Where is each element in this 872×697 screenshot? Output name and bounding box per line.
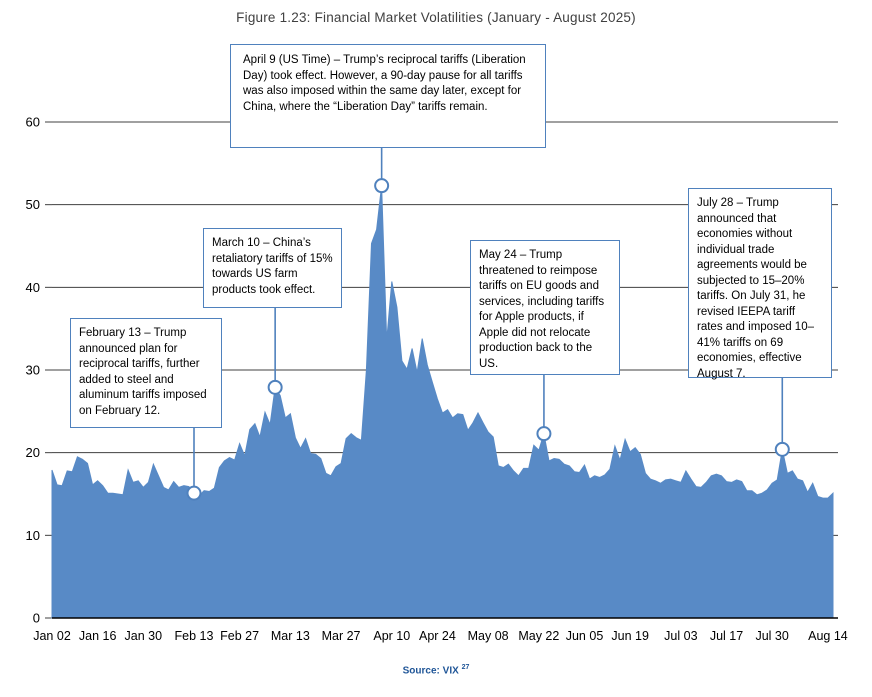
source-caption: Source: VIX 27 bbox=[0, 664, 872, 676]
x-tick-label-Mar-13: Mar 13 bbox=[271, 629, 310, 643]
annotation-callout-feb13: February 13 – Trump announced plan for r… bbox=[70, 318, 222, 428]
x-tick-label-Feb-27: Feb 27 bbox=[220, 629, 259, 643]
y-tick-label-60: 60 bbox=[26, 115, 40, 130]
y-tick-label-10: 10 bbox=[26, 528, 40, 543]
y-tick-label-50: 50 bbox=[26, 197, 40, 212]
x-tick-label-May-08: May 08 bbox=[468, 629, 509, 643]
y-tick-label-0: 0 bbox=[33, 611, 40, 626]
x-tick-label-Jul-17: Jul 17 bbox=[710, 629, 743, 643]
x-tick-label-Mar-27: Mar 27 bbox=[322, 629, 361, 643]
x-tick-label-Jun-19: Jun 19 bbox=[611, 629, 649, 643]
y-tick-label-20: 20 bbox=[26, 445, 40, 460]
x-tick-label-Jul-30: Jul 30 bbox=[755, 629, 788, 643]
annotation-callout-may24: May 24 – Trump threatened to reimpose ta… bbox=[470, 240, 620, 375]
vix-area-series bbox=[51, 185, 834, 619]
annotation-callout-jul28: July 28 – Trump announced that economies… bbox=[688, 188, 832, 380]
annotation-text-apr09: April 9 (US Time) – Trump’s reciprocal t… bbox=[243, 54, 526, 113]
annotation-marker-mar10 bbox=[267, 379, 283, 395]
annotation-text-may24: May 24 – Trump threatened to reimpose ta… bbox=[479, 249, 605, 370]
x-tick-label-Jan-02: Jan 02 bbox=[33, 629, 71, 643]
source-footnote-ref: 27 bbox=[461, 664, 470, 671]
annotation-callout-mar10: March 10 – China’s retaliatory tariffs o… bbox=[203, 228, 342, 308]
annotation-text-mar10: March 10 – China’s retaliatory tariffs o… bbox=[212, 237, 333, 296]
annotation-marker-feb13 bbox=[186, 485, 202, 501]
x-tick-label-Jan-30: Jan 30 bbox=[125, 629, 163, 643]
x-tick-label-Jul-03: Jul 03 bbox=[664, 629, 697, 643]
y-tick-label-40: 40 bbox=[26, 280, 40, 295]
x-tick-label-Jun-05: Jun 05 bbox=[566, 629, 604, 643]
annotation-callout-apr09: April 9 (US Time) – Trump’s reciprocal t… bbox=[230, 44, 546, 148]
x-tick-label-Apr-10: Apr 10 bbox=[373, 629, 410, 643]
annotation-text-jul28: July 28 – Trump announced that economies… bbox=[697, 197, 814, 380]
annotation-text-feb13: February 13 – Trump announced plan for r… bbox=[79, 327, 207, 417]
x-tick-label-May-22: May 22 bbox=[518, 629, 559, 643]
annotation-marker-apr09 bbox=[374, 178, 390, 194]
x-tick-label-Aug-14: Aug 14 bbox=[808, 629, 848, 643]
x-tick-label-Feb-13: Feb 13 bbox=[175, 629, 214, 643]
annotation-marker-may24 bbox=[536, 426, 552, 442]
chart-title: Figure 1.23: Financial Market Volatiliti… bbox=[236, 10, 636, 25]
y-tick-label-30: 30 bbox=[26, 363, 40, 378]
annotation-marker-jul28 bbox=[774, 441, 790, 457]
x-tick-label-Apr-24: Apr 24 bbox=[419, 629, 456, 643]
source-label: Source: VIX bbox=[402, 665, 459, 677]
x-tick-label-Jan-16: Jan 16 bbox=[79, 629, 117, 643]
